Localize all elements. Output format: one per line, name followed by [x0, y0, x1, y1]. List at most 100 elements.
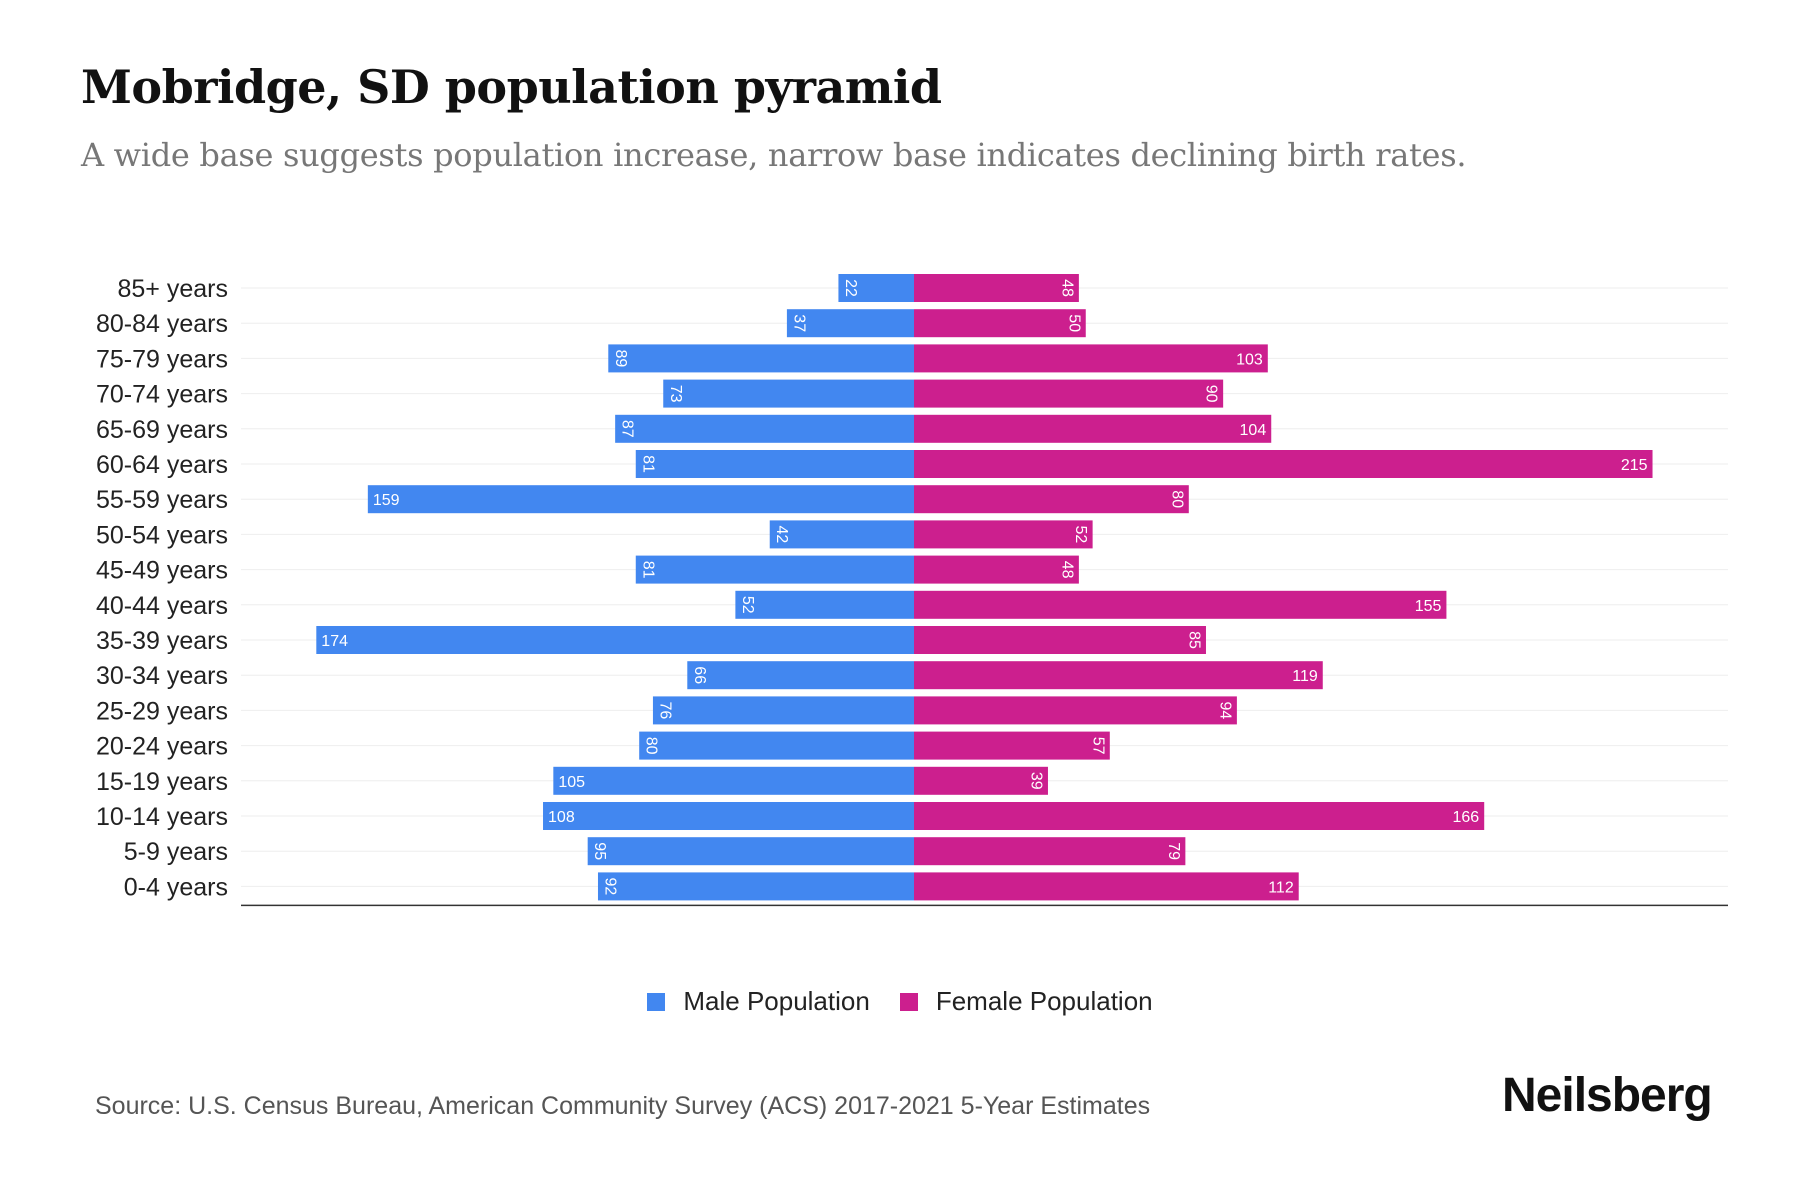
bar-male	[615, 414, 914, 443]
bar-female	[914, 450, 1653, 478]
data-label: 52	[739, 596, 756, 614]
data-label: 119	[1292, 668, 1318, 685]
bar-female	[914, 590, 1447, 619]
category-label: 20-24 years	[96, 733, 228, 761]
category-label: 35-39 years	[96, 627, 228, 655]
bar-female	[914, 731, 1110, 760]
data-label: 87	[619, 420, 636, 438]
bar-female	[914, 309, 1086, 338]
bar-male	[608, 344, 914, 373]
category-label: 80-84 years	[96, 310, 228, 338]
legend-item-male: Male Population	[647, 986, 870, 1017]
data-label: 166	[1453, 809, 1480, 826]
category-label: 85+ years	[118, 275, 229, 303]
data-label: 85	[1185, 631, 1202, 649]
legend: Male Population Female Population	[0, 986, 1800, 1017]
data-label: 79	[1165, 842, 1182, 860]
data-label: 80	[643, 737, 660, 755]
source-note: Source: U.S. Census Bureau, American Com…	[95, 1092, 1151, 1120]
data-label: 42	[773, 526, 790, 544]
bar-male	[587, 837, 914, 866]
category-label: 10-14 years	[96, 803, 228, 831]
legend-label-female: Female Population	[935, 986, 1153, 1016]
neilsberg-logo: Neilsberg	[1502, 1069, 1713, 1122]
bar-male	[553, 766, 914, 795]
bar-female	[914, 520, 1093, 549]
category-label: 50-54 years	[96, 521, 228, 549]
data-label: 81	[639, 455, 656, 473]
bar-female	[914, 626, 1206, 654]
legend-swatch-male	[647, 992, 666, 1011]
data-label: 112	[1268, 879, 1294, 896]
data-label: 92	[601, 878, 618, 896]
bar-female	[914, 766, 1048, 795]
bar-male	[639, 731, 914, 760]
chart-subtitle: A wide base suggests population increase…	[81, 136, 1467, 174]
data-label: 81	[639, 561, 656, 579]
category-label: 60-64 years	[96, 451, 228, 479]
data-label: 66	[691, 666, 708, 684]
data-label: 50	[1065, 314, 1082, 332]
data-label: 105	[558, 774, 585, 791]
bar-male	[635, 450, 914, 478]
data-label: 108	[548, 809, 575, 826]
bar-female	[914, 696, 1237, 725]
bar-female	[914, 837, 1186, 866]
data-label: 174	[321, 633, 348, 650]
category-label: 30-34 years	[96, 662, 228, 690]
bar-male	[769, 520, 914, 549]
data-label: 80	[1168, 490, 1185, 508]
legend-label-male: Male Population	[683, 986, 870, 1016]
data-label: 95	[591, 842, 608, 860]
bar-female	[914, 485, 1189, 514]
data-label: 155	[1415, 598, 1442, 615]
bar-male	[663, 379, 914, 408]
bar-male	[838, 274, 914, 302]
bar-male	[367, 485, 915, 514]
data-label: 52	[1072, 526, 1089, 544]
data-label: 89	[612, 350, 629, 368]
data-label: 215	[1621, 457, 1648, 474]
data-label: 90	[1203, 385, 1220, 403]
bar-male	[635, 555, 914, 584]
data-label: 94	[1216, 702, 1233, 720]
bar-male	[735, 590, 914, 619]
bar-female	[914, 274, 1079, 302]
category-label: 55-59 years	[96, 486, 228, 514]
category-label: 40-44 years	[96, 592, 228, 620]
bar-female	[914, 555, 1079, 584]
category-label: 5-9 years	[124, 838, 228, 866]
bar-female	[914, 379, 1224, 408]
bar-female	[914, 802, 1485, 830]
legend-swatch-female	[899, 992, 918, 1011]
bar-male	[687, 661, 914, 690]
bar-male	[316, 626, 914, 654]
data-label: 159	[373, 492, 400, 509]
data-label: 48	[1058, 561, 1075, 579]
category-label: 65-69 years	[96, 416, 228, 444]
data-label: 22	[842, 279, 859, 297]
category-label: 25-29 years	[96, 697, 228, 725]
bar-male	[786, 309, 914, 338]
category-label: 45-49 years	[96, 557, 228, 585]
data-label: 39	[1027, 772, 1044, 790]
bar-female	[914, 344, 1268, 373]
data-label: 76	[656, 702, 673, 720]
data-label: 37	[790, 314, 807, 332]
data-label: 103	[1236, 351, 1263, 368]
data-label: 48	[1058, 279, 1075, 297]
bar-female	[914, 414, 1272, 443]
bar-female	[914, 661, 1323, 690]
category-label: 75-79 years	[96, 345, 228, 373]
legend-item-female: Female Population	[899, 986, 1153, 1017]
bar-male	[597, 872, 914, 901]
bar-male	[543, 802, 914, 830]
category-label: 15-19 years	[96, 768, 228, 796]
data-label: 57	[1089, 737, 1106, 755]
bar-male	[652, 696, 914, 725]
category-label: 70-74 years	[96, 381, 228, 409]
data-label: 73	[667, 385, 684, 403]
data-label: 104	[1240, 422, 1267, 439]
category-label: 0-4 years	[124, 873, 228, 901]
